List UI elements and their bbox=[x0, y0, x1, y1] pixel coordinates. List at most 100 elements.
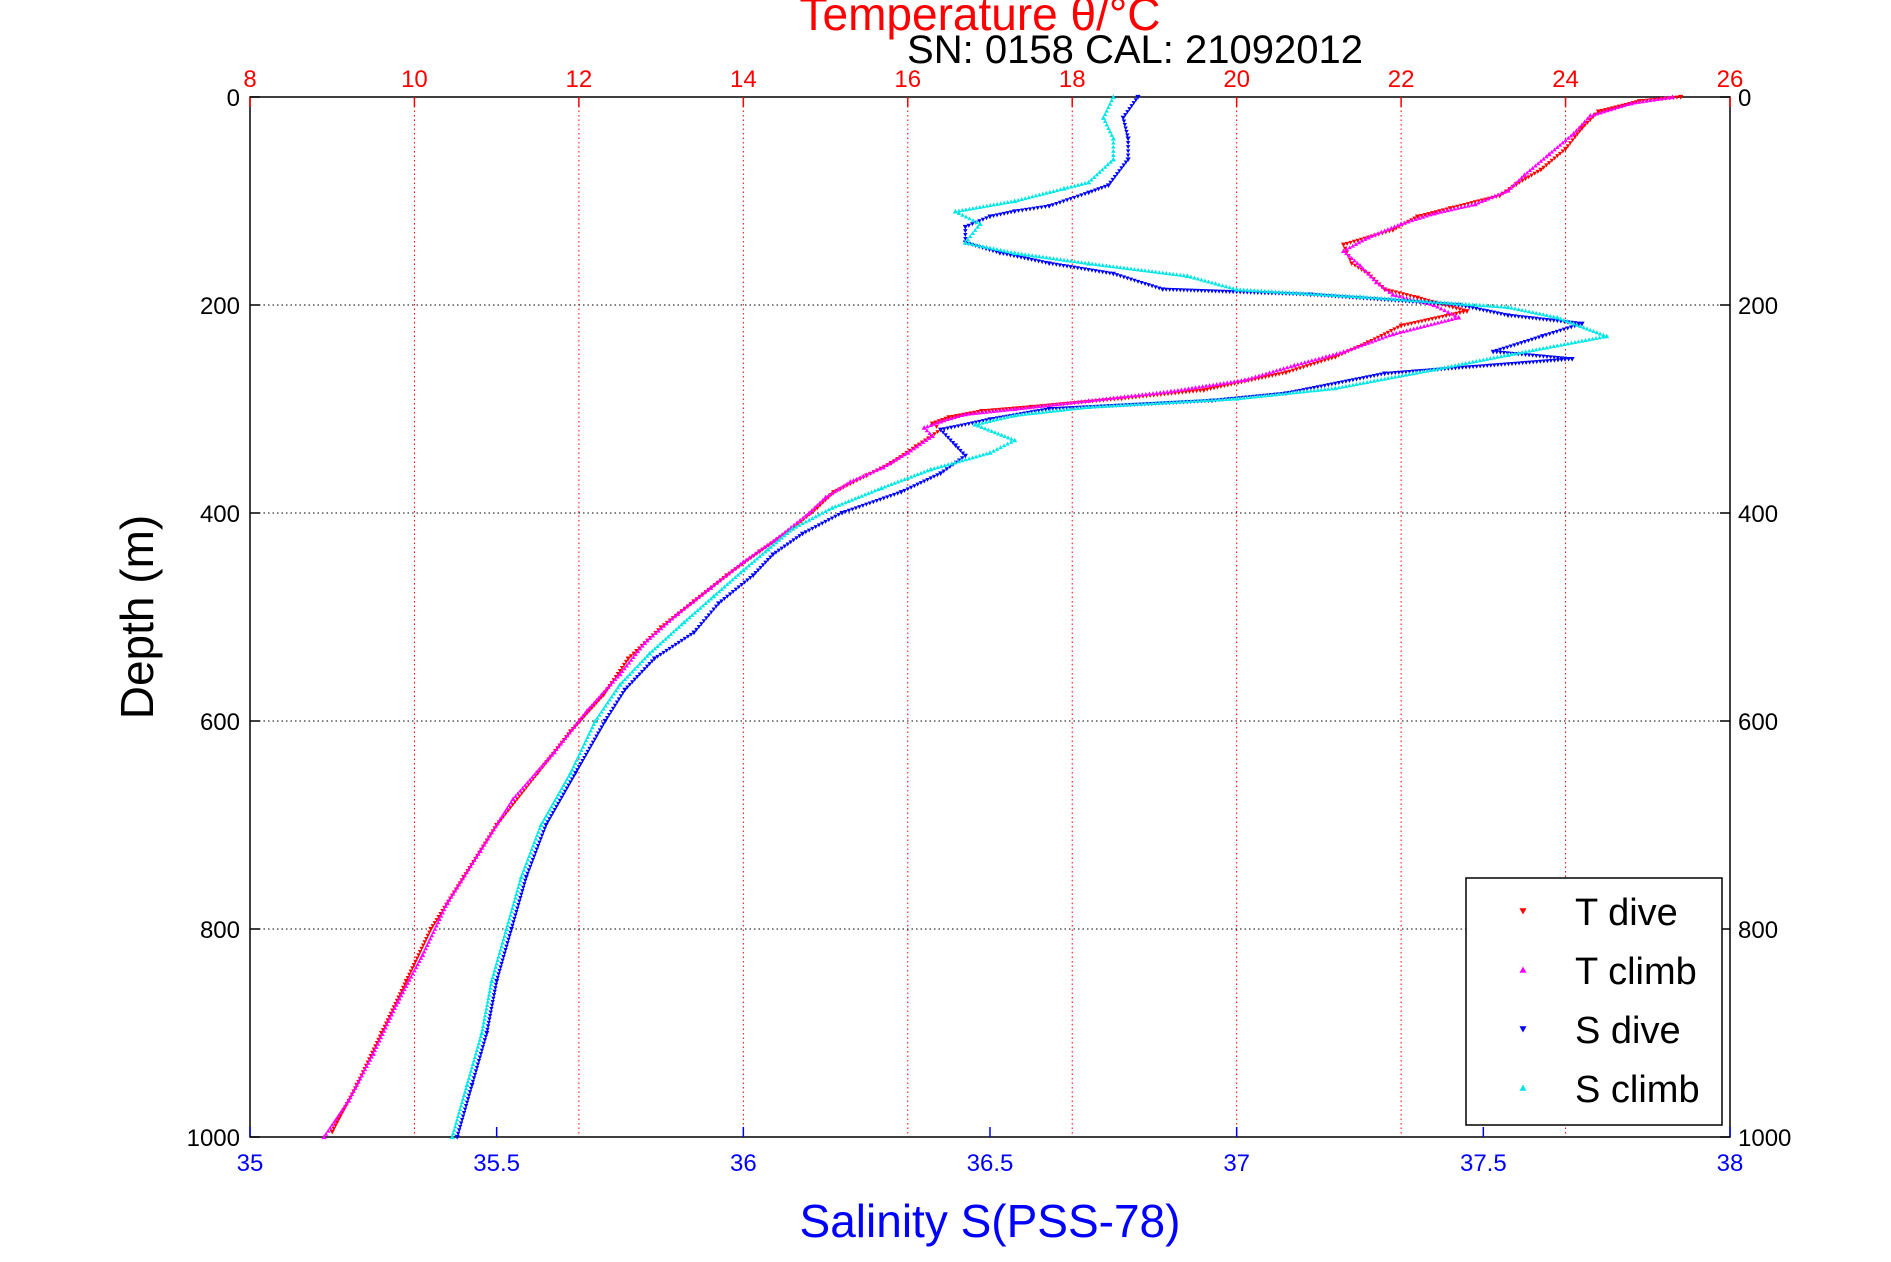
data-point bbox=[1552, 147, 1557, 152]
data-point bbox=[1033, 410, 1039, 415]
data-point bbox=[1622, 103, 1627, 108]
data-point bbox=[1594, 111, 1600, 116]
data-point bbox=[973, 454, 979, 459]
data-point bbox=[1549, 149, 1555, 154]
data-point bbox=[694, 627, 699, 632]
data-point bbox=[386, 1019, 391, 1024]
data-point bbox=[1385, 375, 1391, 380]
data-point bbox=[1395, 223, 1401, 227]
data-point bbox=[1093, 404, 1098, 409]
data-point bbox=[1030, 253, 1035, 258]
data-point bbox=[1094, 172, 1100, 177]
data-point bbox=[1456, 314, 1462, 320]
data-point bbox=[1009, 436, 1014, 441]
data-point bbox=[1445, 309, 1451, 314]
data-point bbox=[963, 207, 969, 212]
data-point bbox=[1488, 303, 1493, 308]
temperature-tick-label: 22 bbox=[1388, 66, 1415, 93]
data-point bbox=[1259, 375, 1265, 380]
data-point bbox=[768, 544, 773, 549]
data-point bbox=[770, 552, 776, 558]
data-point bbox=[1308, 388, 1313, 393]
data-point bbox=[1030, 411, 1035, 416]
data-point bbox=[960, 207, 965, 212]
data-point bbox=[1418, 324, 1423, 329]
data-point bbox=[652, 646, 658, 651]
data-point bbox=[1218, 384, 1224, 389]
data-point bbox=[518, 896, 523, 900]
data-point bbox=[959, 423, 965, 428]
data-point bbox=[1508, 344, 1514, 349]
data-point bbox=[1071, 265, 1077, 270]
data-point bbox=[726, 571, 731, 576]
data-point bbox=[513, 913, 518, 918]
data-point bbox=[565, 733, 570, 738]
data-point bbox=[1414, 298, 1419, 303]
data-point bbox=[611, 691, 617, 696]
data-point bbox=[625, 685, 630, 690]
data-point bbox=[1106, 126, 1111, 130]
data-point bbox=[1449, 300, 1454, 305]
data-point bbox=[1072, 183, 1077, 188]
data-point bbox=[1015, 251, 1021, 256]
data-point bbox=[914, 444, 920, 449]
data-point bbox=[1125, 394, 1131, 398]
data-point bbox=[1393, 290, 1398, 295]
data-point bbox=[1632, 100, 1638, 105]
data-point bbox=[491, 971, 496, 976]
data-point bbox=[1054, 256, 1060, 261]
data-point bbox=[329, 1129, 335, 1135]
data-point bbox=[1005, 435, 1011, 440]
data-point bbox=[1213, 397, 1218, 402]
data-point bbox=[1121, 163, 1126, 168]
data-point bbox=[417, 959, 422, 963]
data-point bbox=[1516, 307, 1521, 312]
data-point bbox=[1176, 391, 1181, 396]
data-point bbox=[1223, 284, 1229, 289]
data-point bbox=[1551, 344, 1557, 348]
data-point bbox=[375, 1041, 381, 1046]
data-point bbox=[1400, 295, 1406, 299]
data-point bbox=[525, 780, 530, 785]
data-point bbox=[1505, 352, 1511, 357]
data-point bbox=[1410, 371, 1416, 376]
data-point bbox=[1574, 128, 1579, 133]
data-point bbox=[1005, 249, 1010, 254]
data-point bbox=[1205, 387, 1210, 392]
data-point bbox=[928, 476, 933, 481]
data-point bbox=[1198, 388, 1203, 393]
data-point bbox=[784, 531, 790, 535]
data-point bbox=[552, 807, 557, 812]
data-point bbox=[1409, 218, 1415, 223]
data-point bbox=[442, 907, 447, 912]
data-point bbox=[1530, 310, 1535, 315]
data-point bbox=[576, 754, 581, 759]
data-point bbox=[946, 462, 951, 467]
data-point bbox=[1382, 296, 1387, 301]
data-point bbox=[603, 703, 608, 708]
data-point bbox=[1369, 339, 1374, 344]
data-point bbox=[1189, 385, 1195, 390]
data-point bbox=[427, 930, 432, 935]
data-point bbox=[1336, 385, 1342, 390]
data-point bbox=[1332, 385, 1338, 391]
data-point bbox=[455, 1117, 460, 1122]
data-point bbox=[480, 1023, 486, 1028]
data-point bbox=[451, 1131, 456, 1136]
data-point bbox=[1565, 144, 1571, 149]
data-point bbox=[1347, 293, 1352, 298]
data-point bbox=[484, 1006, 489, 1011]
data-point bbox=[468, 864, 473, 869]
data-point bbox=[716, 601, 722, 607]
data-point bbox=[425, 933, 431, 938]
data-point bbox=[1235, 378, 1241, 383]
data-point bbox=[1608, 107, 1613, 112]
data-point bbox=[924, 438, 929, 442]
data-point bbox=[1171, 399, 1176, 404]
data-point bbox=[1669, 94, 1676, 100]
data-point bbox=[703, 601, 708, 606]
data-point bbox=[953, 414, 959, 419]
data-point bbox=[820, 521, 825, 526]
data-point bbox=[1579, 321, 1585, 327]
data-point bbox=[507, 802, 512, 807]
